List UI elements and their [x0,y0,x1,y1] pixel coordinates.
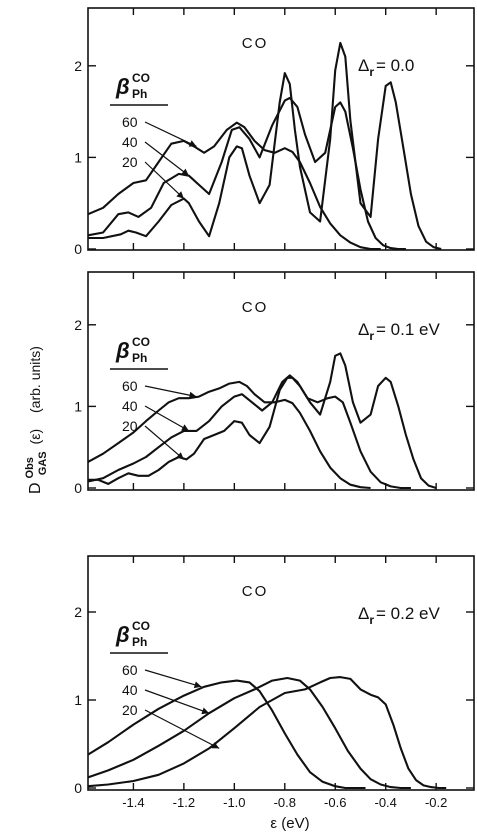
delta-subscript: r [369,65,374,79]
series-line-20 [87,676,447,790]
legend-arrowhead-40 [201,707,210,715]
x-tick-label: -0.6 [324,795,346,810]
legend-arrowhead-60 [188,391,197,399]
x-tick-label: -0.4 [374,795,396,810]
y-tick-label: 0 [74,241,82,257]
delta-symbol: Δ [358,604,369,623]
series-line-60 [87,380,371,490]
delta-symbol: Δ [358,320,369,339]
x-tick-label: -1.2 [173,795,195,810]
legend-beta-subscript: Ph [132,635,147,649]
legend-value-60: 60 [122,114,138,130]
legend-beta-symbol: β [115,338,130,363]
y-label-arg: (ε) [27,429,43,445]
legend-arrow-60 [144,669,202,688]
molecule-label: CO [242,35,269,52]
y-tick-label: 1 [74,149,82,165]
delta-value: = 0.0 [376,56,414,75]
svg-text:D Obs GAS (ε: D Obs GAS (ε) (arb. units) [20,346,49,494]
y-axis-label: D Obs GAS (ε) (arb. units) [20,346,49,494]
y-label-main: D [27,482,44,494]
legend-beta-symbol: β [115,622,130,647]
series-line-60 [87,679,366,790]
legend-value-20: 20 [122,154,138,170]
x-axis-label: ε (eV) [270,815,309,832]
y-tick-label: 2 [74,317,82,333]
legend-arrow-60 [144,121,197,147]
series-line-40 [87,676,411,790]
series-line-60 [87,121,381,251]
legend-arrowhead-20 [176,452,184,460]
y-tick-label: 0 [74,480,82,496]
delta-label: Δr = 0.0 [358,56,414,79]
legend-beta-subscript: Ph [132,87,147,101]
delta-label: Δr = 0.2 eV [358,604,440,627]
y-tick-label: 1 [74,692,82,708]
delta-value: = 0.2 eV [376,604,440,623]
delta-subscript: r [369,613,374,627]
delta-value: = 0.1 eV [376,320,440,339]
legend-arrow-60 [144,385,197,398]
molecule-label: CO [242,299,269,316]
y-tick-label: 0 [74,780,82,796]
legend-arrow-40 [144,689,210,714]
panel-frame [87,271,475,491]
molecule-label: CO [242,583,269,600]
legend-beta-symbol: β [115,74,130,99]
series-line-20 [88,41,442,251]
delta-symbol: Δ [358,56,369,75]
y-label-subscript: GAS [37,451,49,475]
legend-value-40: 40 [122,398,138,414]
legend-arrow-40 [144,141,190,177]
delta-subscript: r [369,329,374,343]
y-tick-label: 2 [74,604,82,620]
panel-frame [87,7,475,251]
x-tick-label: -1.4 [122,795,144,810]
legend-value-20: 20 [122,702,138,718]
y-label-units: (arb. units) [27,346,43,413]
y-label-superscript: Obs [24,457,36,478]
legend-beta-superscript: CO [132,335,150,349]
legend-arrow-20 [144,425,185,460]
x-tick-label: -0.2 [425,795,447,810]
panel-frame [87,555,475,791]
legend-arrowhead-20 [176,191,184,199]
delta-label: Δr = 0.1 eV [358,320,440,343]
legend-value-40: 40 [122,682,138,698]
x-tick-label: -1.0 [223,795,245,810]
legend-arrowhead-60 [193,681,202,689]
legend-value-20: 20 [122,418,138,434]
legend-value-60: 60 [122,378,138,394]
series-line-40 [87,96,406,251]
legend-arrowhead-40 [181,168,189,176]
legend-arrow-20 [144,161,185,200]
legend-beta-subscript: Ph [132,351,147,365]
legend-arrowhead-40 [181,424,189,431]
legend-arrow-40 [144,405,190,432]
x-tick-label: -0.8 [274,795,296,810]
y-tick-label: 1 [74,398,82,414]
legend-beta-superscript: CO [132,71,150,85]
y-tick-label: 2 [74,58,82,74]
legend-arrowhead-60 [188,140,197,147]
x-axis: -1.4 -1.2 -1.0 -0.8 -0.6 -0.4 -0.2 [122,795,447,810]
legend-arrow-20 [144,709,220,749]
legend-arrowhead-20 [211,742,220,749]
legend-beta-superscript: CO [132,619,150,633]
series-line-20 [88,352,437,490]
legend-value-40: 40 [122,134,138,150]
legend-value-60: 60 [122,662,138,678]
